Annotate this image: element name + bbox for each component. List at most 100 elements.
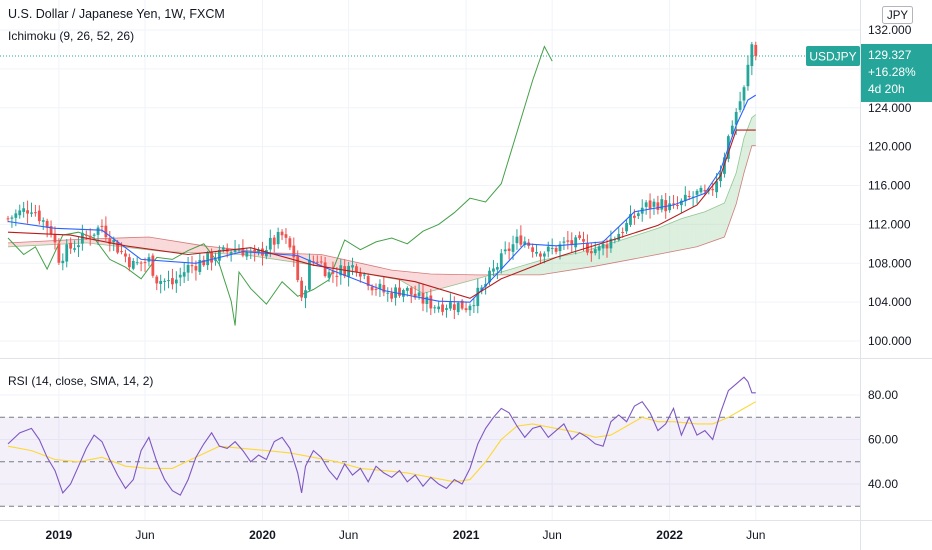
candle-body [386, 292, 390, 294]
candle-body [77, 245, 80, 248]
candle-body [300, 280, 304, 298]
cloud-segment [35, 241, 40, 246]
candle [229, 250, 233, 262]
cloud-segment [180, 242, 185, 253]
candle-body [41, 220, 45, 222]
candle-body [445, 308, 448, 310]
candle-body [245, 252, 249, 257]
candle-body [582, 239, 585, 242]
rsi-label: RSI (14, close, SMA, 14, 2) [8, 374, 154, 388]
candle-body [206, 252, 210, 266]
candle [253, 244, 257, 262]
cloud-segment [544, 258, 549, 275]
cloud-segment [145, 237, 149, 250]
candle-body [10, 217, 14, 219]
chikou-span-line [7, 45, 553, 326]
candle-body [429, 295, 433, 309]
candle-body [37, 210, 41, 222]
cloud-segment [653, 228, 658, 256]
candle [245, 247, 249, 261]
candle [26, 200, 29, 224]
candle [668, 195, 672, 213]
cloud-segment [509, 268, 514, 275]
candle-body [617, 233, 621, 241]
candle-body [652, 201, 656, 207]
candle-body [370, 286, 374, 291]
candle-body [402, 290, 405, 297]
candle-body [331, 271, 335, 274]
candle [49, 220, 53, 238]
candle [441, 297, 444, 316]
candle [257, 247, 260, 256]
candle [88, 228, 92, 246]
candle-body [539, 253, 542, 257]
time-tick-label: 2020 [249, 528, 276, 542]
candle [261, 241, 264, 266]
cloud-segment [98, 238, 102, 245]
cloud-segment [368, 264, 373, 276]
candle [429, 289, 433, 316]
cloud-segment [657, 226, 662, 255]
candle-body [535, 252, 538, 254]
candle-body [49, 226, 53, 235]
cloud-segment [125, 237, 130, 248]
candle-body [562, 241, 566, 243]
kijun-sen-line [7, 129, 756, 299]
candle-body [351, 265, 354, 268]
candle [582, 231, 585, 252]
candle [61, 253, 65, 271]
candle-body [88, 235, 92, 238]
candle [492, 260, 495, 277]
symbol-tag-label: USDJPY [809, 49, 856, 63]
candle [198, 252, 202, 275]
candle-body [472, 305, 476, 307]
cloud-segment [681, 217, 686, 250]
candle-body [30, 212, 33, 214]
candle [108, 231, 112, 252]
candle-body [315, 261, 319, 263]
candle [327, 269, 331, 282]
candle-body [171, 278, 174, 285]
candle [163, 278, 166, 291]
candle-body [151, 255, 155, 276]
cloud-segment [732, 172, 737, 216]
tenkan-sen-line [7, 94, 757, 303]
candle-body [268, 237, 272, 250]
cloud-segment [626, 237, 631, 261]
candle [233, 240, 237, 255]
cloud-segment [622, 238, 627, 262]
cloud-segment [411, 272, 416, 289]
candle-body [34, 212, 37, 214]
cloud-segment [466, 274, 470, 282]
candle-body [507, 248, 511, 251]
candle-body [120, 251, 123, 253]
cloud-segment [148, 237, 153, 251]
candle-body [492, 268, 495, 272]
price-tag [861, 43, 932, 102]
candle-body [178, 274, 182, 278]
candle [495, 262, 499, 280]
time-tick-label: 2022 [656, 528, 683, 542]
candle [280, 229, 284, 241]
cloud-segment [587, 249, 592, 268]
candle [159, 274, 163, 294]
candle [519, 225, 523, 248]
candle [660, 195, 664, 213]
candle [96, 225, 100, 245]
candle [617, 227, 621, 242]
candle [425, 291, 429, 313]
cloud-segment [430, 273, 435, 292]
candle-body [124, 253, 127, 257]
candle [335, 267, 339, 287]
candle-body [625, 223, 628, 232]
cloud-segment [129, 237, 134, 249]
candle [746, 55, 750, 91]
time-tick-label: 2019 [46, 528, 73, 542]
rsi-line [7, 376, 756, 496]
candle-body [687, 195, 691, 198]
candle-body [621, 232, 625, 234]
candle-body [644, 202, 648, 207]
cloud-segment [528, 262, 533, 275]
time-tick-label: Jun [543, 528, 562, 542]
